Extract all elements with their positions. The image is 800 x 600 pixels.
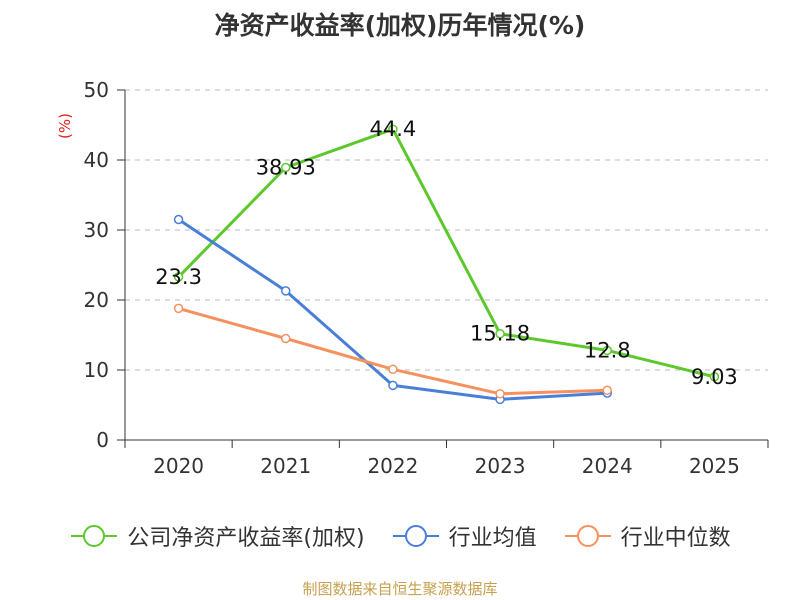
legend-marker-industry-median — [564, 525, 611, 547]
y-axis-label: (%) — [56, 113, 74, 139]
x-tick-label: 2022 — [367, 454, 418, 478]
data-point-0 — [495, 328, 505, 339]
data-point-2 — [602, 385, 612, 396]
chart-title: 净资产收益率(加权)历年情况(%) — [214, 11, 586, 40]
data-point-0 — [709, 372, 720, 382]
legend-item-company-roe[interactable]: 公司净资产收益率(加权) — [69, 520, 365, 552]
y-tick-label: 10 — [84, 358, 109, 382]
y-tick-label: 50 — [84, 78, 109, 102]
data-point-0 — [602, 345, 612, 356]
data-label: 15.18 — [470, 322, 530, 346]
legend-item-industry-mean[interactable]: 行业均值 — [391, 520, 537, 552]
x-tick-label: 2021 — [260, 454, 311, 478]
data-point-0 — [173, 272, 184, 282]
data-point-2 — [495, 389, 505, 399]
legend-marker-industry-mean — [392, 525, 439, 547]
data-point-0 — [388, 124, 398, 134]
data-point-2 — [388, 364, 398, 375]
x-tick-label: 2024 — [582, 454, 633, 478]
data-point-1 — [281, 286, 291, 296]
y-tick-label: 0 — [96, 428, 109, 452]
y-tick-label: 30 — [84, 218, 109, 242]
data-label: 9.03 — [691, 365, 738, 389]
legend-item-industry-median[interactable]: 行业中位数 — [563, 520, 731, 552]
legend-label-industry-mean: 行业均值 — [448, 526, 537, 551]
x-tick-label: 2020 — [153, 454, 204, 478]
data-point-0 — [281, 162, 291, 173]
data-label: 44.4 — [370, 117, 417, 141]
data-point-2 — [281, 333, 291, 344]
legend-label-company-roe: 公司净资产收益率(加权) — [127, 526, 365, 551]
data-source-note: 制图数据来自恒生聚源数据库 — [302, 580, 498, 598]
series-line-0 — [177, 127, 715, 379]
y-tick-label: 40 — [84, 148, 109, 172]
data-point-2 — [173, 303, 184, 314]
data-point-1 — [173, 214, 184, 225]
legend-label-industry-median: 行业中位数 — [620, 526, 731, 551]
data-label: 38.93 — [256, 155, 316, 179]
x-tick-label: 2025 — [689, 454, 740, 478]
legend-marker-company-roe — [71, 525, 118, 547]
data-point-1 — [388, 380, 398, 391]
line-chart: 0 10 20 30 40 50 (%) 2020 2021 2022 2023 2024 2025 23… — [56, 78, 769, 478]
data-label: 23.3 — [155, 265, 202, 289]
chart-legend: 公司净资产收益率(加权) 行业均值 行业中位数 — [0, 520, 800, 552]
data-label: 12.8 — [584, 338, 631, 362]
y-tick-label: 20 — [84, 288, 109, 312]
x-tick-label: 2023 — [475, 454, 526, 478]
